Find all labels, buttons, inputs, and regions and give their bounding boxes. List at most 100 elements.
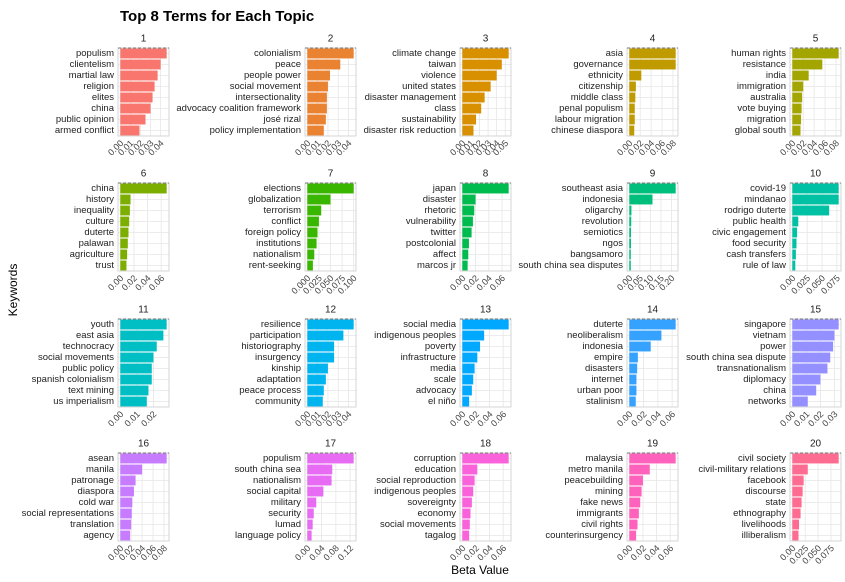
bar bbox=[629, 519, 638, 530]
y-tick-label: china bbox=[91, 103, 114, 114]
y-tick-label: el niño bbox=[428, 396, 456, 407]
panel-title: 9 bbox=[650, 169, 656, 180]
bar bbox=[462, 114, 477, 125]
panel-title: 10 bbox=[810, 169, 822, 180]
bar bbox=[792, 227, 798, 238]
x-tick-label: 0.02 bbox=[139, 409, 158, 428]
panel-title: 15 bbox=[810, 305, 822, 316]
y-tick-label: adaptation bbox=[257, 374, 301, 385]
y-tick-label: peacebuilding bbox=[564, 475, 623, 486]
bar bbox=[462, 363, 475, 374]
panel-title: 4 bbox=[650, 34, 656, 45]
y-tick-label: social movements bbox=[380, 519, 456, 530]
bar bbox=[792, 81, 804, 92]
bar bbox=[120, 194, 131, 205]
bar bbox=[629, 92, 636, 103]
y-tick-label: taiwan bbox=[429, 59, 456, 70]
y-tick-label: citizenship bbox=[579, 81, 623, 92]
y-tick-label: foreign policy bbox=[245, 227, 301, 238]
bar bbox=[307, 205, 322, 216]
y-tick-label: civil society bbox=[738, 453, 786, 464]
y-tick-label: power bbox=[760, 341, 786, 352]
bar bbox=[120, 114, 146, 125]
y-tick-label: twitter bbox=[431, 227, 456, 238]
bar bbox=[629, 249, 631, 260]
x-tick-label: 0.06 bbox=[147, 273, 166, 292]
bar bbox=[629, 260, 631, 271]
y-tick-label: rent-seeking bbox=[249, 260, 301, 271]
y-tick-label: sustainability bbox=[402, 114, 457, 125]
bar bbox=[462, 330, 485, 341]
bar bbox=[792, 249, 796, 260]
bar bbox=[307, 319, 354, 330]
bar bbox=[792, 341, 834, 352]
y-tick-label: populism bbox=[263, 453, 301, 464]
bar bbox=[307, 92, 327, 103]
bar bbox=[629, 464, 650, 475]
bar bbox=[629, 385, 637, 396]
bar bbox=[120, 183, 167, 194]
y-tick-label: mindanao bbox=[744, 194, 786, 205]
bar bbox=[120, 508, 132, 519]
y-tick-label: united states bbox=[402, 81, 456, 92]
y-tick-label: climate change bbox=[392, 48, 456, 59]
y-tick-label: ethnography bbox=[733, 508, 786, 519]
bar bbox=[120, 475, 136, 486]
y-tick-label: terrorism bbox=[264, 205, 302, 216]
y-tick-label: cold war bbox=[79, 497, 114, 508]
y-tick-label: manila bbox=[86, 464, 115, 475]
y-tick-label: bangsamoro bbox=[570, 249, 623, 260]
bar bbox=[120, 59, 161, 70]
bar bbox=[629, 238, 632, 249]
bar bbox=[792, 475, 804, 486]
y-tick-label: social representations bbox=[22, 508, 115, 519]
y-tick-label: tagalog bbox=[425, 530, 456, 541]
bar bbox=[629, 216, 632, 227]
y-tick-label: lumad bbox=[275, 519, 301, 530]
x-tick-label: 0.06 bbox=[489, 409, 508, 428]
bar bbox=[629, 70, 642, 81]
bar bbox=[629, 81, 636, 92]
y-tick-label: nationalism bbox=[253, 249, 301, 260]
bar bbox=[462, 92, 485, 103]
bar bbox=[307, 508, 314, 519]
bar bbox=[307, 227, 318, 238]
bar bbox=[462, 103, 482, 114]
y-tick-label: advocacy bbox=[416, 385, 456, 396]
y-tick-label: globalization bbox=[248, 194, 301, 205]
y-tick-label: cash transfers bbox=[726, 249, 786, 260]
y-tick-label: transnationalism bbox=[717, 363, 786, 374]
y-tick-label: asean bbox=[88, 453, 114, 464]
y-tick-label: poverty bbox=[425, 341, 456, 352]
y-tick-label: inequality bbox=[74, 205, 114, 216]
y-tick-label: clientelism bbox=[70, 59, 114, 70]
y-tick-label: chinese diaspora bbox=[551, 125, 624, 136]
y-tick-label: state bbox=[765, 497, 786, 508]
bar bbox=[792, 363, 828, 374]
bar bbox=[307, 363, 328, 374]
y-tick-label: east asia bbox=[76, 330, 115, 341]
y-tick-label: duterte bbox=[84, 227, 114, 238]
y-tick-label: policy implementation bbox=[210, 125, 301, 136]
panel-title: 3 bbox=[483, 34, 489, 45]
bar bbox=[792, 114, 802, 125]
y-tick-label: semiotics bbox=[583, 227, 623, 238]
y-tick-label: text mining bbox=[68, 385, 114, 396]
bar bbox=[629, 330, 662, 341]
bar bbox=[462, 81, 491, 92]
bar bbox=[629, 183, 676, 194]
bar bbox=[307, 260, 313, 271]
y-tick-label: food security bbox=[732, 238, 786, 249]
bar bbox=[307, 396, 323, 407]
panel-title: 19 bbox=[647, 439, 659, 450]
bar bbox=[120, 319, 167, 330]
bar bbox=[462, 497, 472, 508]
bar bbox=[462, 486, 474, 497]
y-tick-label: internet bbox=[591, 374, 623, 385]
bar bbox=[629, 475, 643, 486]
bar bbox=[120, 92, 153, 103]
bar bbox=[462, 396, 470, 407]
bar bbox=[629, 508, 639, 519]
bar bbox=[120, 352, 154, 363]
